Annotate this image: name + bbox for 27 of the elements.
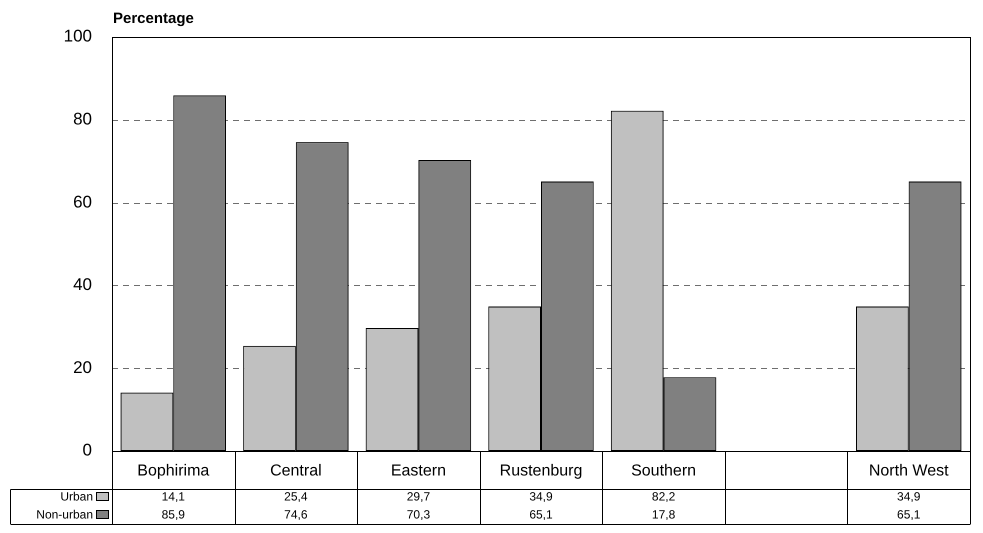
- legend-label: Non-urban: [36, 507, 93, 522]
- x-tick-label: Eastern: [390, 462, 446, 480]
- data-label: 70,3: [406, 507, 430, 522]
- data-label: 85,9: [162, 507, 186, 522]
- x-tick-label: North West: [868, 462, 950, 480]
- x-tick-label: Southern: [631, 462, 696, 480]
- y-tick-label: 100: [64, 26, 92, 46]
- data-label: 82,2: [652, 489, 676, 504]
- data-label: 29,7: [406, 489, 430, 504]
- data-label: 34,9: [897, 489, 921, 504]
- y-axis-title: Percentage: [113, 10, 194, 27]
- data-label: 74,6: [284, 507, 308, 522]
- data-label: 34,9: [529, 489, 553, 504]
- x-tick-label: Central: [270, 462, 322, 480]
- y-tick-label: 40: [73, 275, 92, 294]
- legend-label: Urban: [60, 489, 93, 504]
- x-tick-label: Rustenburg: [500, 462, 582, 480]
- y-tick-label: 0: [82, 440, 92, 460]
- y-tick-label: 80: [73, 109, 92, 128]
- data-label: 17,8: [652, 507, 676, 522]
- x-tick-label: Bophirima: [137, 462, 210, 480]
- data-label: 65,1: [897, 507, 921, 522]
- data-label: 65,1: [529, 507, 553, 522]
- data-label: 14,1: [162, 489, 186, 504]
- y-tick-label: 60: [73, 192, 92, 212]
- y-tick-label: 20: [73, 358, 92, 377]
- data-label: 25,4: [284, 489, 308, 504]
